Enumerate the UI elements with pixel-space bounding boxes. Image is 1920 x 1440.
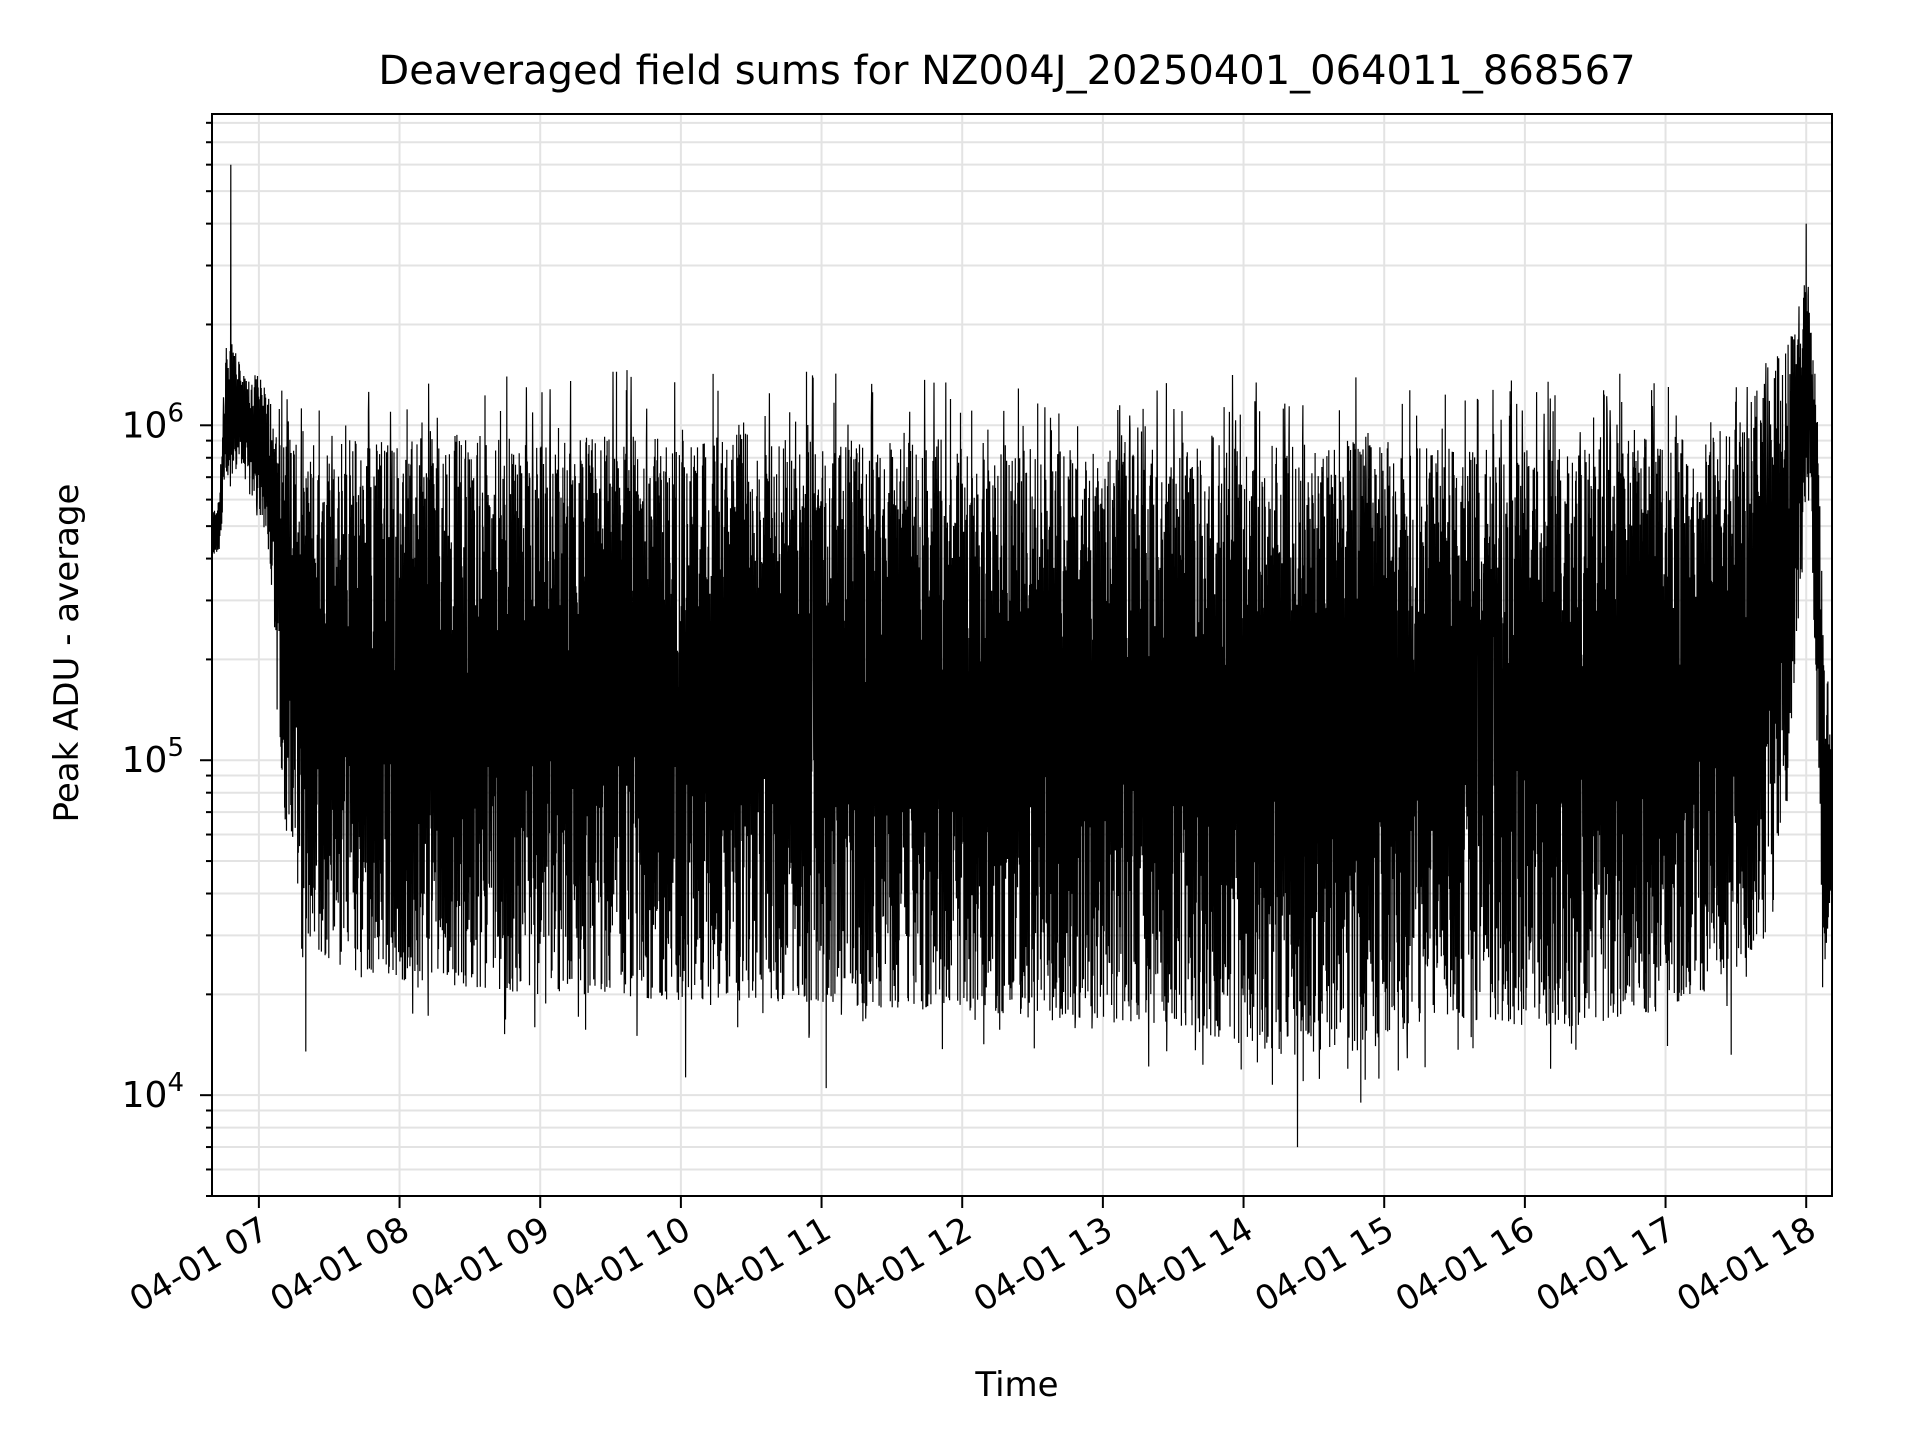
y-tick-exponent: 6 <box>167 398 184 428</box>
y-axis-label: Peak ADU - average <box>47 484 87 823</box>
series-line <box>212 164 1832 1148</box>
y-tick-base: 10 <box>122 740 168 781</box>
plot-frame <box>211 113 1833 1197</box>
x-axis-label: Time <box>974 1365 1058 1405</box>
y-tick-exponent: 5 <box>167 733 184 763</box>
chart-title: Deaveraged field sums for NZ004J_2025040… <box>378 48 1635 94</box>
y-tick-exponent: 4 <box>167 1068 184 1098</box>
y-tick-label: 104 <box>122 1068 184 1116</box>
y-tick-label: 105 <box>122 733 184 781</box>
y-tick-base: 10 <box>122 405 168 446</box>
y-tick-base: 10 <box>122 1075 168 1116</box>
series-layer <box>212 164 1832 1148</box>
plot-area <box>212 164 1832 1148</box>
y-tick-label: 106 <box>122 398 184 446</box>
